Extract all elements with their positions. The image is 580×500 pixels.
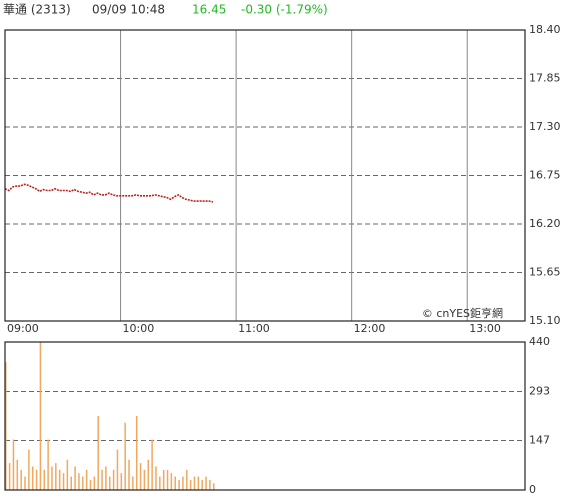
- volume-bar: [178, 479, 180, 490]
- volume-bar: [62, 473, 65, 490]
- volume-bar: [120, 473, 123, 490]
- volume-bar: [139, 463, 142, 490]
- volume-bar: [47, 439, 49, 490]
- volume-bar: [16, 459, 19, 490]
- volume-bar: [8, 463, 11, 490]
- volume-bar: [209, 479, 211, 490]
- volume-bar: [124, 422, 126, 490]
- volume-bar: [109, 476, 111, 490]
- price: 16.45: [192, 3, 226, 17]
- price-line: [4, 183, 214, 203]
- volume-bar: [70, 476, 72, 490]
- x-tick-label: 12:00: [354, 322, 386, 335]
- volume-bar: [85, 469, 88, 490]
- y-tick-label: 15.10: [529, 314, 561, 327]
- quote-time: 09/09 10:48: [92, 3, 165, 17]
- volume-bar: [174, 476, 176, 490]
- volume-bar: [193, 476, 196, 490]
- volume-bar: [112, 469, 115, 490]
- volume-bar: [97, 416, 99, 490]
- volume-bar: [101, 469, 103, 490]
- x-tick-label: 13:00: [469, 322, 501, 335]
- volume-bar: [74, 466, 76, 490]
- volume-bar: [147, 459, 150, 490]
- volume-bar: [213, 483, 215, 490]
- y-tick-label: 18.40: [529, 23, 561, 36]
- volume-bar: [43, 469, 46, 490]
- volume-bar: [89, 479, 92, 490]
- panel-frame: [4, 341, 526, 491]
- volume-bar: [20, 469, 22, 490]
- panel-frame: [4, 29, 526, 322]
- volume-bar: [5, 362, 7, 490]
- volume-bar: [128, 459, 130, 490]
- volume-bar: [186, 469, 188, 490]
- x-tick-label: 09:00: [7, 322, 39, 335]
- volume-bar: [35, 469, 38, 490]
- volume-bar: [51, 466, 53, 490]
- volume-bar: [116, 449, 119, 490]
- y-tick-label: 0: [529, 483, 536, 496]
- volume-bar: [12, 439, 15, 490]
- y-tick-label: 17.85: [529, 72, 561, 85]
- volume-bar: [66, 459, 69, 490]
- volume-bar: [143, 469, 146, 490]
- volume-bar: [162, 469, 165, 490]
- change: -0.30 (-1.79%): [241, 3, 328, 17]
- volume-bar: [166, 469, 169, 490]
- volume-bar: [93, 476, 96, 490]
- watermark: © cnYES鉅亨網: [422, 306, 503, 320]
- y-tick-label: 15.65: [529, 266, 561, 279]
- volume-bar: [39, 342, 42, 490]
- y-tick-label: 147: [529, 434, 550, 447]
- stock-name: 華通 (2313): [3, 3, 71, 17]
- volume-bar: [151, 439, 153, 490]
- volume-bar: [135, 416, 138, 490]
- volume-bar: [28, 449, 30, 490]
- y-tick-label: 16.75: [529, 169, 561, 182]
- volume-bar: [205, 476, 207, 490]
- volume-bar: [155, 466, 157, 490]
- volume-bar: [132, 476, 134, 490]
- volume-bar: [55, 463, 57, 490]
- volume-bar: [105, 466, 107, 490]
- volume-bar: [24, 476, 26, 490]
- volume-bar: [201, 479, 203, 490]
- volume-bar: [182, 476, 184, 490]
- volume-bar: [58, 469, 61, 490]
- y-tick-label: 440: [529, 335, 550, 348]
- volume-bar: [31, 466, 34, 490]
- y-tick-label: 17.30: [529, 120, 561, 133]
- volume-bar: [197, 476, 200, 490]
- x-tick-label: 10:00: [123, 322, 155, 335]
- volume-bar: [78, 473, 80, 490]
- y-tick-label: 293: [529, 384, 550, 397]
- volume-bar: [170, 473, 173, 490]
- x-tick-label: 11:00: [238, 322, 270, 335]
- volume-bar: [189, 479, 192, 490]
- y-tick-label: 16.20: [529, 217, 561, 230]
- volume-bar: [159, 476, 161, 490]
- volume-bar: [82, 476, 84, 490]
